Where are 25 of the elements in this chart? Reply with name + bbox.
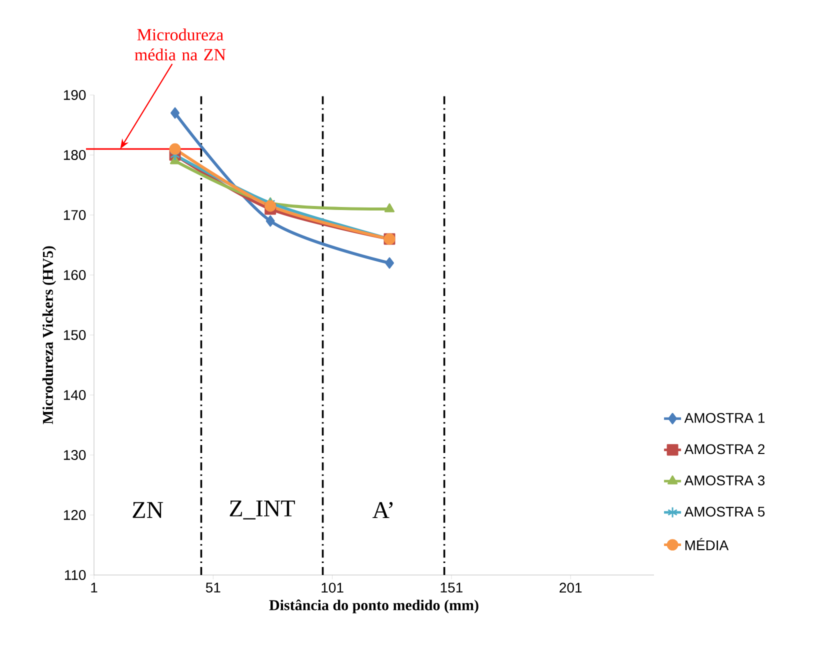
x-tick-label: 201 bbox=[560, 582, 582, 593]
x-tick-label: 51 bbox=[206, 582, 220, 593]
x-tick-label: 1 bbox=[91, 582, 98, 592]
y-axis-title: Microdureza Vickers (HV5) bbox=[42, 246, 56, 424]
x-tick-label: 101 bbox=[322, 582, 344, 593]
legend-label: AMOSTRA 3 bbox=[684, 475, 765, 486]
y-tick-label: 120 bbox=[64, 510, 86, 520]
y-tick-label: 150 bbox=[64, 330, 86, 340]
legend-label: AMOSTRA 2 bbox=[684, 444, 764, 454]
legend-label: AMOSTRA 5 bbox=[684, 506, 765, 517]
y-tick-label: 190 bbox=[64, 90, 86, 100]
annotation: A’ bbox=[372, 502, 393, 518]
legend-label: AMOSTRA 1 bbox=[684, 412, 764, 423]
annotation: Z_INT bbox=[230, 500, 295, 520]
annotation: Microdureza média na ZN bbox=[134, 28, 226, 60]
x-axis-title: Distância do ponto medido (mm) bbox=[269, 600, 478, 614]
annotation: ZN bbox=[132, 502, 164, 518]
y-tick-label: 110 bbox=[64, 570, 86, 580]
y-tick-label: 130 bbox=[64, 450, 86, 460]
legend-label: MÉDIA bbox=[685, 538, 729, 550]
y-tick-label: 160 bbox=[64, 270, 86, 280]
y-tick-label: 140 bbox=[64, 390, 86, 400]
y-tick-label: 170 bbox=[64, 210, 86, 220]
y-tick-label: 180 bbox=[64, 150, 86, 160]
x-tick-label: 151 bbox=[440, 582, 462, 593]
